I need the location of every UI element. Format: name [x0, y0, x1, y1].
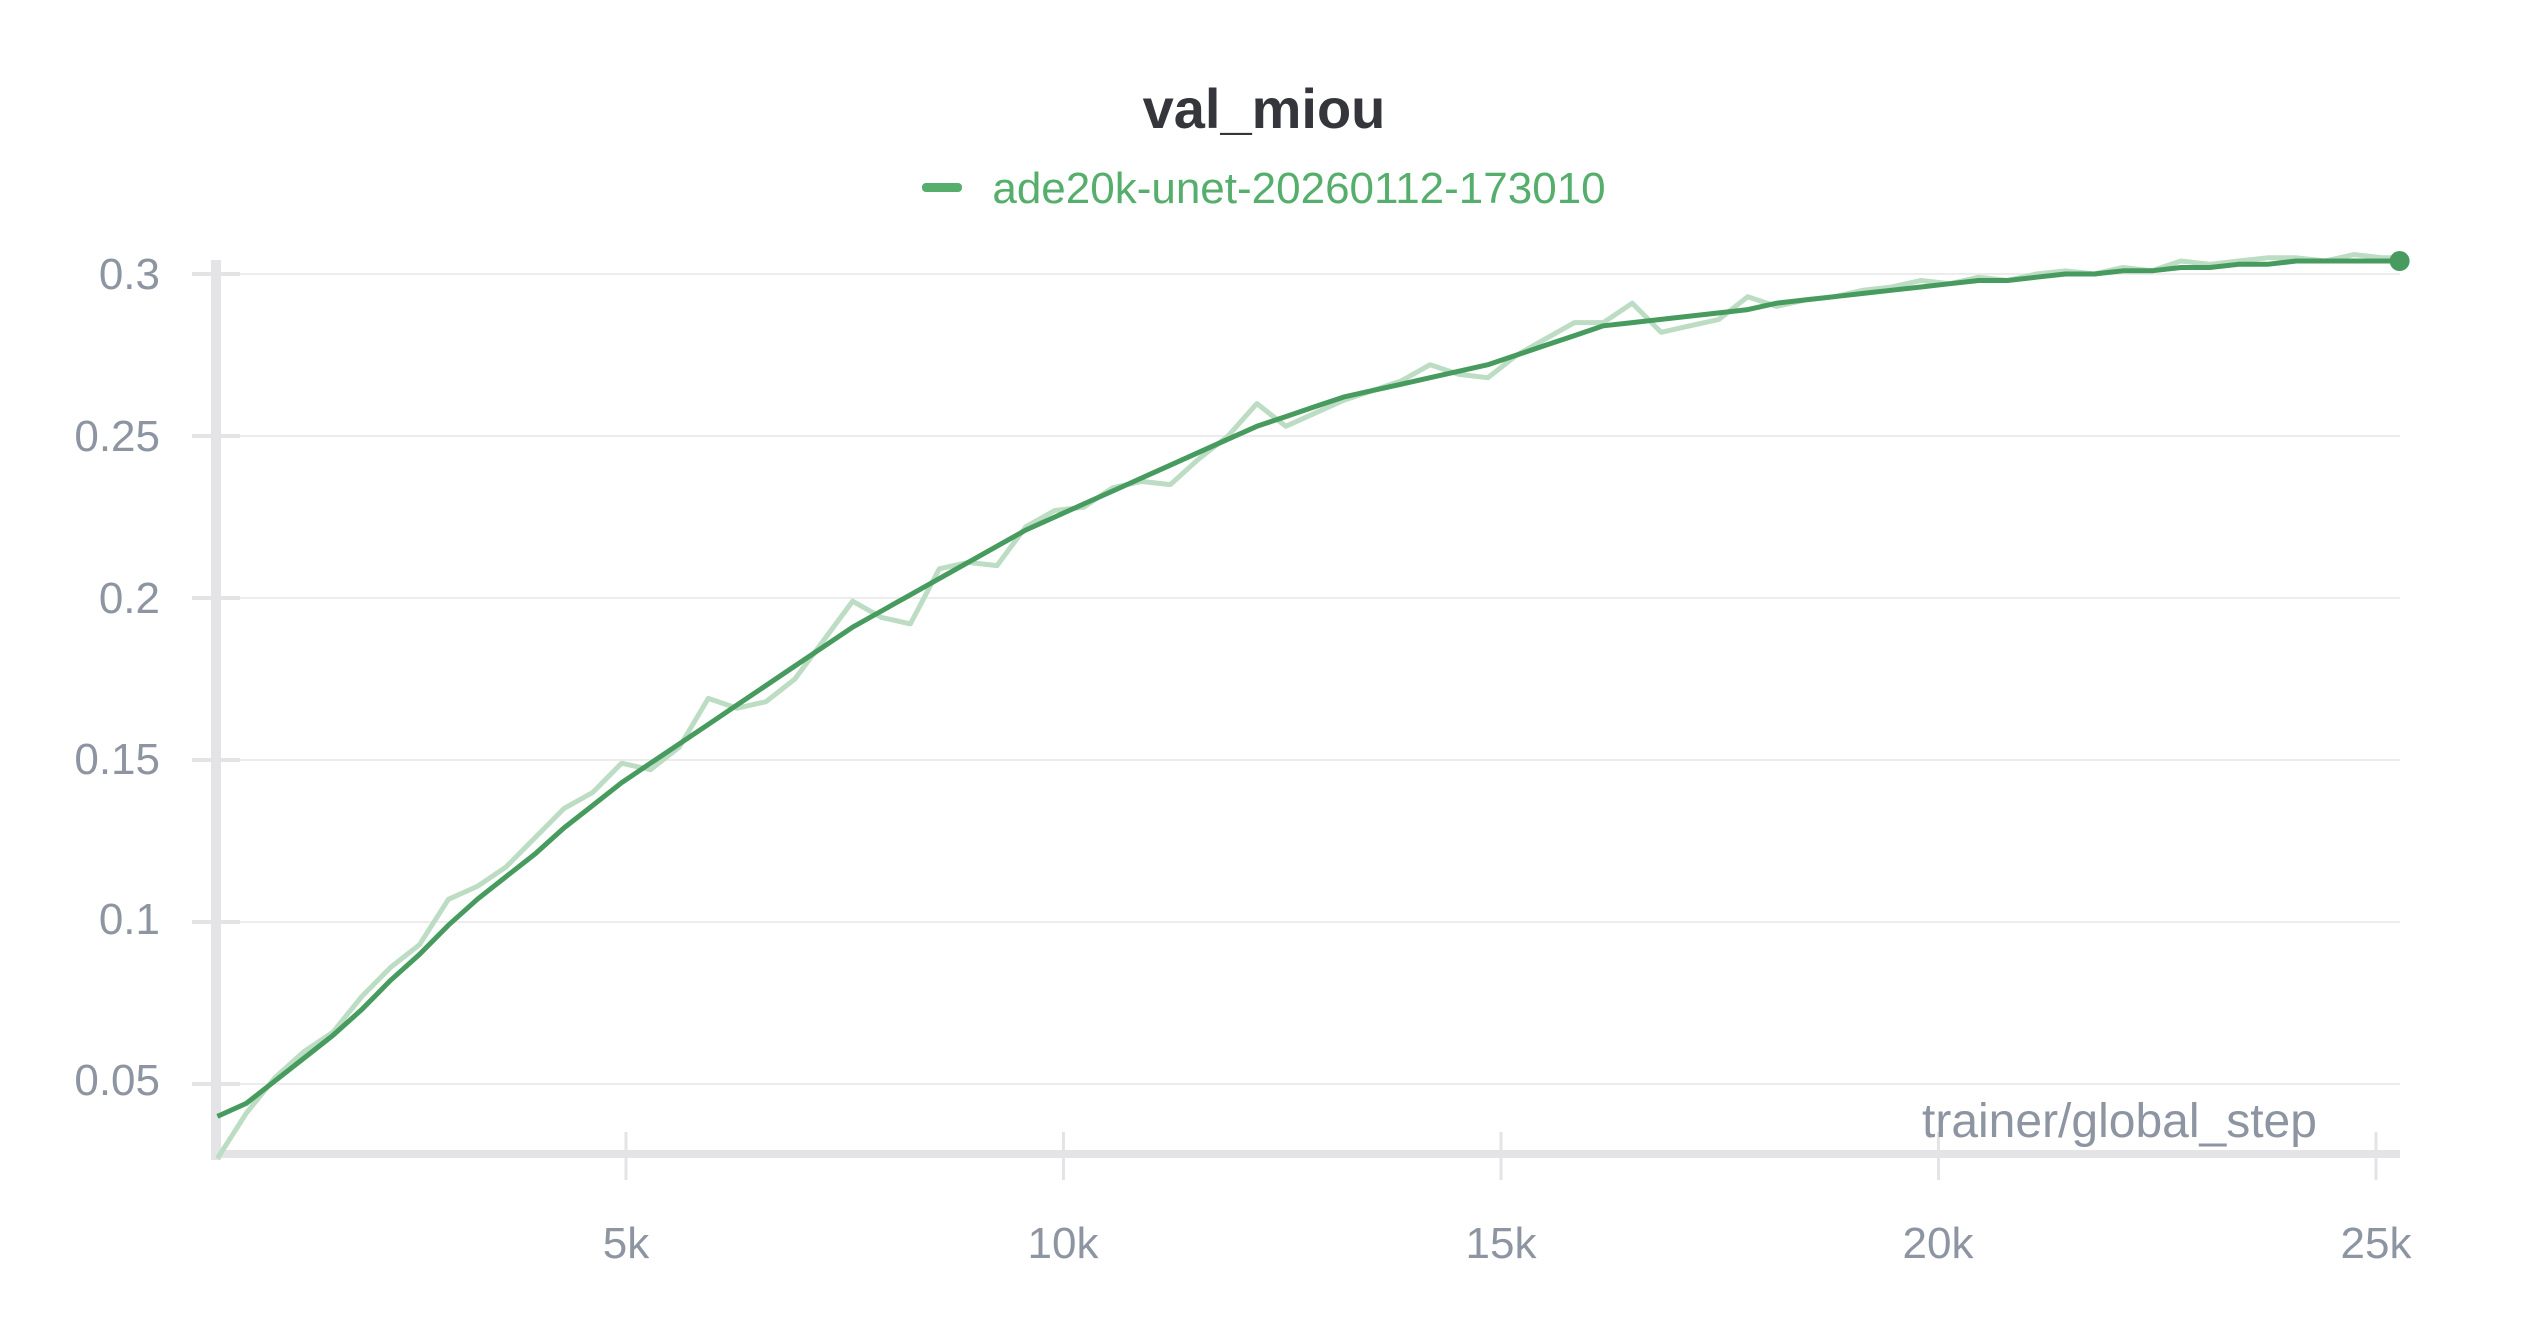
- legend-label[interactable]: ade20k-unet-20260112-173010: [992, 164, 1606, 213]
- y-tick-label: 0.25: [74, 412, 160, 461]
- gridlines: [192, 272, 2400, 1180]
- y-tick-label: 0.15: [74, 735, 160, 784]
- y-tick-label: 0.05: [74, 1056, 160, 1105]
- x-axis-line: [216, 1150, 2400, 1158]
- y-tick-label: 0.2: [98, 574, 160, 623]
- x-tick-label: 15k: [1465, 1219, 1537, 1268]
- x-tick-label: 20k: [1902, 1219, 1974, 1268]
- axes: [211, 260, 2400, 1160]
- x-axis-label: trainer/global_step: [1922, 1095, 2317, 1148]
- chart-title: val_miou: [1142, 77, 1386, 140]
- series-endpoint-marker[interactable]: [2389, 251, 2410, 272]
- x-tick-label: 25k: [2340, 1219, 2412, 1268]
- smoothed-series-line[interactable]: [216, 258, 2400, 1119]
- y-tick-label: 0.3: [98, 250, 160, 299]
- y-axis-line: [211, 260, 221, 1160]
- x-tick-label: 10k: [1027, 1219, 1099, 1268]
- y-tick-label: 0.1: [98, 895, 160, 944]
- legend: ade20k-unet-20260112-173010: [0, 164, 2528, 214]
- legend-swatch-icon: [922, 182, 963, 192]
- x-tick-label: 5k: [602, 1219, 650, 1268]
- raw-series-line: [215, 252, 2400, 1160]
